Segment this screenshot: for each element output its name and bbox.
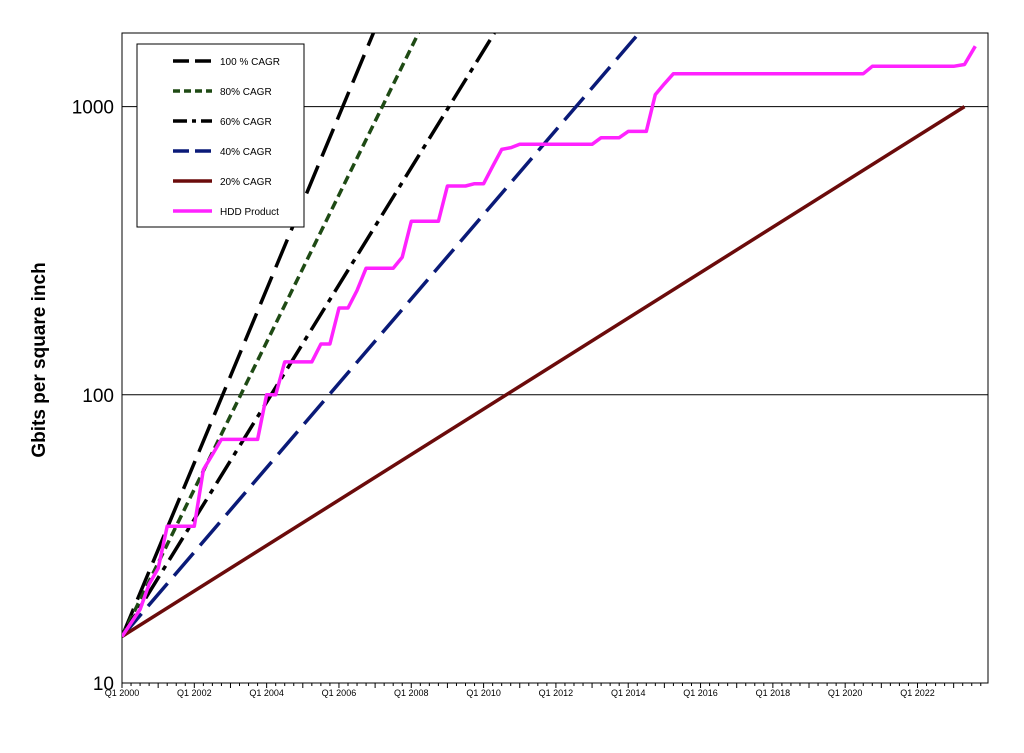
x-tick-label: Q1 2018 bbox=[756, 688, 791, 698]
legend-label: 20% CAGR bbox=[220, 177, 272, 188]
series-line-80-cagr bbox=[122, 33, 421, 638]
x-tick-label: Q1 2008 bbox=[394, 688, 429, 698]
x-tick-label: Q1 2020 bbox=[828, 688, 863, 698]
plot-area-border bbox=[121, 32, 989, 684]
x-tick-label: Q1 2016 bbox=[683, 688, 718, 698]
y-tick-label: 100 bbox=[82, 386, 114, 407]
y-tick-label: 10 bbox=[93, 674, 114, 695]
x-tick-label: Q1 2004 bbox=[249, 688, 284, 698]
series-line-20-cagr bbox=[122, 105, 966, 638]
series-layer bbox=[122, 33, 977, 638]
legend: 100 % CAGR 80% CAGR 60% CAGR 40% CAGR 20% CA… bbox=[136, 43, 305, 228]
legend-label: 40% CAGR bbox=[220, 147, 272, 158]
x-tick-label: Q1 2010 bbox=[466, 688, 501, 698]
y-axis: 10 100 1000 bbox=[72, 98, 114, 695]
series-line-hdd-product bbox=[122, 45, 977, 638]
x-tick-label: Q1 2002 bbox=[177, 688, 212, 698]
legend-box bbox=[136, 43, 305, 228]
x-tick-label: Q1 2006 bbox=[322, 688, 357, 698]
y-tick-label: 1000 bbox=[72, 98, 114, 119]
x-tick-label: Q1 2000 bbox=[105, 688, 140, 698]
x-tick-label: Q1 2012 bbox=[539, 688, 574, 698]
y-axis-label: Gbits per square inch bbox=[29, 262, 50, 457]
x-axis: Q1 2000 Q1 2002 Q1 2004 Q1 2006 Q1 2008 Q1 20… bbox=[105, 683, 982, 698]
legend-label: 80% CAGR bbox=[220, 87, 272, 98]
series-line-60-cagr bbox=[122, 33, 496, 638]
series-line-40-cagr bbox=[122, 33, 641, 638]
x-tick-label: Q1 2022 bbox=[900, 688, 935, 698]
legend-label: 60% CAGR bbox=[220, 117, 272, 128]
legend-label: HDD Product bbox=[220, 207, 279, 218]
legend-label: 100 % CAGR bbox=[220, 57, 280, 68]
x-tick-label: Q1 2014 bbox=[611, 688, 646, 698]
